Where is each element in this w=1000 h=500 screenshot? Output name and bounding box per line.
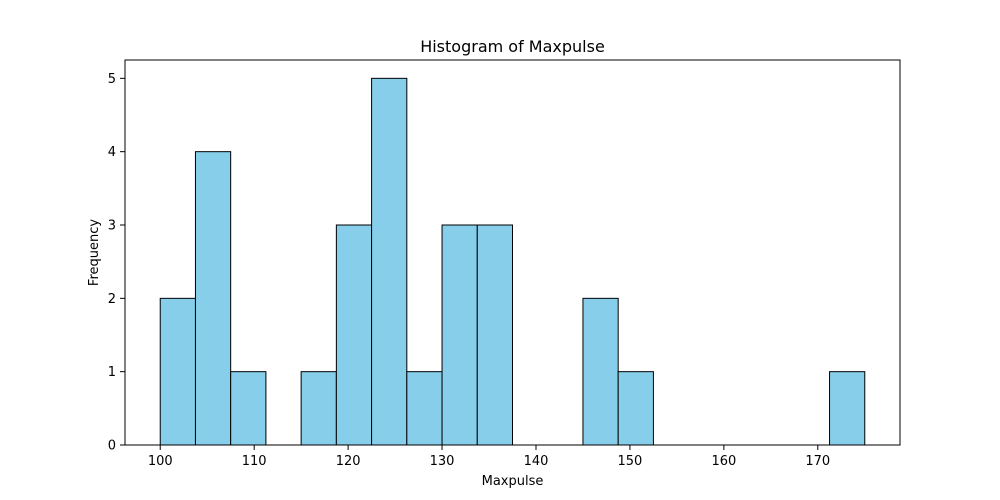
histogram-bar-8	[441, 224, 478, 446]
x-axis-label: Maxpulse	[482, 474, 544, 489]
y-tick-label-1: 1	[108, 365, 116, 380]
histogram-bar-1	[194, 151, 232, 446]
x-tick-label-160: 160	[711, 454, 736, 469]
y-tick-label-3: 3	[108, 219, 116, 234]
bars-group	[159, 77, 866, 446]
histogram-bar-19	[829, 371, 866, 446]
histogram-bar-2	[230, 371, 267, 446]
y-tick-label-5: 5	[108, 72, 116, 87]
histogram-bar-6	[371, 77, 408, 446]
x-tick-label-140: 140	[524, 454, 549, 469]
y-axis-label: Frequency	[87, 219, 102, 286]
y-tick-label-4: 4	[108, 145, 116, 160]
histogram-bar-4	[300, 371, 337, 446]
histogram-bar-12	[582, 297, 619, 446]
y-tick-label-0: 0	[108, 439, 116, 454]
x-tick-label-100: 100	[148, 454, 173, 469]
x-axis-ticks: 100 110 120 130 140 150 160 170	[148, 445, 830, 469]
y-axis-ticks: 0 1 2 3 4 5	[108, 72, 125, 454]
y-tick-label-2: 2	[108, 292, 116, 307]
histogram-bar-7	[406, 371, 443, 446]
histogram-bar-0	[159, 297, 196, 446]
x-tick-label-170: 170	[805, 454, 830, 469]
plot-frame	[124, 59, 901, 446]
x-tick-label-120: 120	[336, 454, 361, 469]
chart-title: Histogram of Maxpulse	[420, 37, 605, 56]
x-tick-label-130: 130	[430, 454, 455, 469]
histogram-bar-13	[617, 371, 654, 446]
x-tick-label-110: 110	[242, 454, 267, 469]
histogram-bar-9	[476, 224, 514, 446]
x-tick-label-150: 150	[618, 454, 643, 469]
histogram-bar-5	[335, 224, 373, 446]
